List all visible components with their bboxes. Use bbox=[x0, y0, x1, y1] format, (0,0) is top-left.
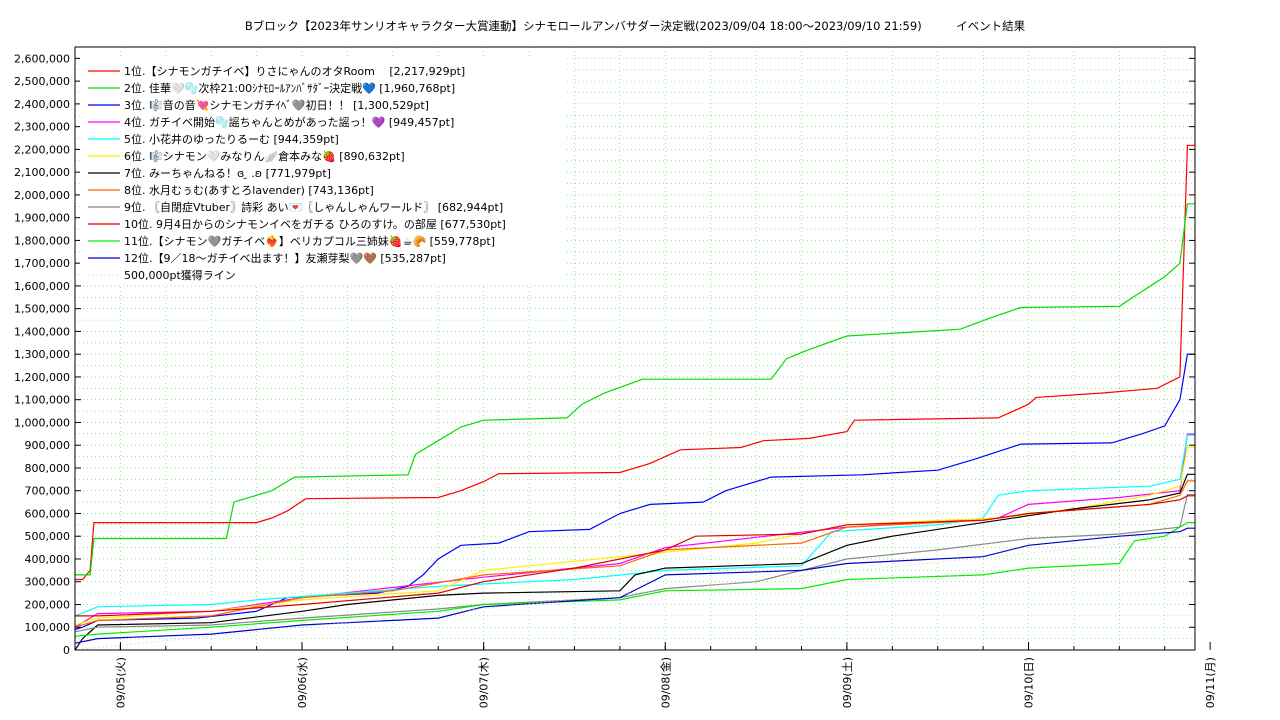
legend-label: 1位.【シナモンガチイベ】りさにゃんのオタRoom [2,217,929pt] bbox=[124, 64, 465, 78]
x-tick-label: 09/11(月) bbox=[1204, 657, 1217, 708]
legend-box bbox=[80, 58, 565, 284]
y-tick-label: 700,000 bbox=[25, 485, 71, 498]
y-tick-label: 2,400,000 bbox=[14, 98, 70, 111]
y-tick-label: 0 bbox=[63, 644, 70, 657]
series-line bbox=[74, 473, 1195, 651]
y-tick-label: 1,800,000 bbox=[14, 234, 70, 247]
legend-label: 12位.【9／18～ガチイベ出ます！】友瀬芽梨🩶🤎 [535,287pt] bbox=[124, 251, 446, 265]
y-tick-label: 1,900,000 bbox=[14, 212, 70, 225]
series-line bbox=[74, 434, 1195, 617]
legend: 1位.【シナモンガチイベ】りさにゃんのオタRoom [2,217,929pt] 2… bbox=[80, 58, 565, 284]
y-tick-label: 800,000 bbox=[25, 462, 71, 475]
series-line bbox=[75, 203, 1195, 576]
y-tick-label: 2,000,000 bbox=[14, 189, 70, 202]
x-tick-label: 09/08(金) bbox=[658, 657, 672, 708]
series-group bbox=[74, 144, 1196, 651]
x-tick-label: 09/05(火) bbox=[114, 657, 127, 708]
legend-label: 2位. 佳華🤍🫧次枠21:00ｼﾅﾓﾛｰﾙｱﾝﾊﾞｻﾀﾞｰ決定戦💙 [1,960… bbox=[124, 81, 455, 95]
y-tick-label: 1,000,000 bbox=[14, 416, 70, 429]
series-line bbox=[74, 446, 1195, 626]
y-tick-label: 600,000 bbox=[25, 507, 71, 520]
y-tick-label: 2,300,000 bbox=[14, 121, 70, 134]
y-tick-label: 200,000 bbox=[25, 598, 71, 611]
y-tick-label: 1,600,000 bbox=[14, 280, 70, 293]
y-tick-label: 1,700,000 bbox=[14, 257, 70, 270]
series-line bbox=[74, 353, 1195, 631]
x-tick-label: 09/07(木) bbox=[478, 657, 491, 708]
y-tick-label: 2,600,000 bbox=[14, 52, 70, 65]
series-line bbox=[74, 522, 1195, 637]
y-tick-label: 100,000 bbox=[25, 621, 71, 634]
y-tick-label: 1,200,000 bbox=[14, 371, 70, 384]
legend-label: 11位.【シナモン🩶ガチイベ❤️‍🔥】ベリカプコル三姉妹🍓☕🥐 [559,778… bbox=[124, 234, 495, 248]
x-tick-label: 09/06(水) bbox=[296, 657, 309, 708]
series-line bbox=[74, 494, 1195, 633]
y-tick-label: 900,000 bbox=[25, 439, 71, 452]
y-axis: 0 100,000 200,000 300,000 400,000 500,000 600,… bbox=[14, 52, 1195, 657]
y-tick-label: 2,500,000 bbox=[14, 75, 70, 88]
series-line bbox=[74, 480, 1195, 628]
legend-label: 3位. 🎼音の音💘シナモンガチｲﾍﾞ🩶初日！！ [1,300,529pt] bbox=[124, 98, 429, 112]
plot-frame bbox=[74, 46, 1196, 651]
y-tick-label: 2,100,000 bbox=[14, 166, 70, 179]
y-tick-label: 1,100,000 bbox=[14, 394, 70, 407]
series-line bbox=[74, 433, 1195, 628]
y-tick-label: 1,500,000 bbox=[14, 303, 70, 316]
legend-label: 10位. 9月4日からのシナモンイベをガチる ひろのすけ。の部屋 [677,53… bbox=[124, 217, 506, 231]
legend-label: 8位. 水月むぅむ(あすとろlavender) [743,136pt] bbox=[124, 183, 374, 197]
y-tick-label: 2,200,000 bbox=[14, 143, 70, 156]
chart-title: Bブロック【2023年サンリオキャラクター大賞連動】シナモロールアンバサダー決定… bbox=[245, 19, 1026, 33]
x-tick-label: 09/10(日) bbox=[1023, 657, 1036, 708]
x-tick-label: 09/09(土) bbox=[841, 657, 854, 708]
y-tick-label: 1,400,000 bbox=[14, 325, 70, 338]
series-line bbox=[75, 495, 1195, 617]
y-tick-label: 500,000 bbox=[25, 530, 71, 543]
series-line bbox=[74, 527, 1195, 644]
legend-label: 9位. 〖自閉症Vtuber〗詩彩 あい💌〖しゃんしゃんワールド〗 [682,9… bbox=[124, 200, 503, 214]
legend-label: 500,000pt獲得ライン bbox=[124, 269, 236, 282]
legend-label: 4位. ガチイベ開始🫧謡ちゃんとめがあった謡っ！💜 [949,457pt] bbox=[124, 115, 454, 129]
legend-label: 6位. 🎼シナモン🤍みなりん🪽倉本みな🍓 [890,632pt] bbox=[124, 149, 405, 163]
x-axis: 09/05(火) 09/06(水) 09/07(木) 09/08(金) 09/09(土)… bbox=[74, 642, 1217, 708]
y-tick-label: 1,300,000 bbox=[14, 348, 70, 361]
legend-label: 5位. 小花井のゆったりるーむ [944,359pt] bbox=[124, 132, 339, 146]
legend-label: 7位. みーちゃんねる！ɞ ̮ .ʚ [771,979pt] bbox=[124, 166, 331, 180]
y-tick-label: 300,000 bbox=[25, 576, 71, 589]
y-tick-label: 400,000 bbox=[25, 553, 71, 566]
series-line bbox=[75, 144, 1195, 581]
